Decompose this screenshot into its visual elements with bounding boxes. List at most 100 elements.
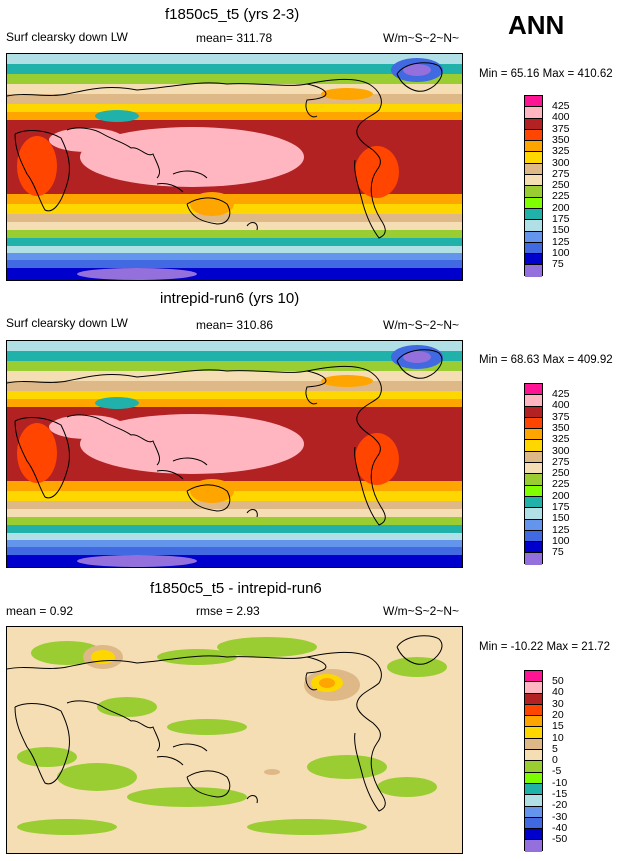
panel-3-colorbar-bin <box>525 840 542 852</box>
colorbar-tick: 225 <box>552 190 570 203</box>
panel-1-colorbar-bin <box>525 265 542 277</box>
colorbar-tick: 350 <box>552 421 570 434</box>
panel-3-rmse-label: rmse = 2.93 <box>196 604 260 618</box>
panel-3-colorbar-bin <box>525 783 542 796</box>
panel-1-colorbar <box>524 95 543 277</box>
panel-2-variable-label: Surf clearsky down LW <box>6 316 128 330</box>
panel-2-colorbar-bin <box>525 440 542 452</box>
panel-1-colorbar-bin <box>525 96 542 108</box>
colorbar-tick: -50 <box>552 833 568 846</box>
panel-3-colorbar-bin <box>525 716 542 728</box>
panel-2-colorbar-bin <box>525 508 542 520</box>
panel-1-colorbar-bin <box>525 129 542 142</box>
panel-3-colorbar <box>524 670 543 852</box>
panel-1-colorbar-bin <box>525 152 542 164</box>
panel-3-title: f1850c5_t5 - intrepid-run6 <box>150 580 322 597</box>
panel-3-colorbar-bin <box>525 829 542 841</box>
panel-1-variable-label: Surf clearsky down LW <box>6 30 128 44</box>
colorbar-tick: 300 <box>552 444 570 457</box>
colorbar-tick: 425 <box>552 100 570 112</box>
colorbar-tick: 200 <box>552 201 570 214</box>
panel-2-colorbar-bin <box>525 429 542 441</box>
panel-3-colorbar-bin <box>525 682 542 694</box>
panel-3-colorbar-bin <box>525 727 542 739</box>
colorbar-tick: 400 <box>552 399 570 412</box>
season-label: ANN <box>508 10 565 40</box>
panel-1-colorbar-bin <box>525 118 542 130</box>
panel-3-colorbar-bin <box>525 772 542 784</box>
panel-2-colorbar-bin <box>525 463 542 475</box>
colorbar-tick: -40 <box>552 821 568 834</box>
colorbar-tick: 150 <box>552 224 570 237</box>
colorbar-tick: -20 <box>552 799 568 812</box>
panel-2-minmax: Min = 68.63 Max = 409.92 <box>479 354 613 366</box>
colorbar-tick: 250 <box>552 179 570 192</box>
colorbar-tick: 10 <box>552 731 564 744</box>
panel-3-mean-label: mean = 0.92 <box>6 604 74 618</box>
panel-1-colorbar-bin <box>525 220 542 232</box>
colorbar-tick: 100 <box>552 534 570 547</box>
colorbar-tick: 350 <box>552 133 570 146</box>
panel-2-field <box>7 341 462 567</box>
panel-1-colorbar-bin <box>525 231 542 243</box>
panel-3-coastlines <box>7 635 443 812</box>
panel-1-colorbar-bin <box>525 197 542 209</box>
colorbar-tick: 325 <box>552 145 570 158</box>
panel-1-colorbar-bin <box>525 242 542 255</box>
colorbar-tick: 30 <box>552 697 564 710</box>
colorbar-tick: 275 <box>552 167 570 180</box>
panel-3-field <box>7 627 462 853</box>
panel-3-colorbar-bin <box>525 761 542 773</box>
panel-1-coastlines <box>7 62 443 239</box>
panel-2-colorbar-bin <box>525 384 542 396</box>
colorbar-tick: 225 <box>552 478 570 491</box>
colorbar-tick: 300 <box>552 156 570 169</box>
panel-1-colorbar-bin <box>525 254 542 266</box>
colorbar-tick: 375 <box>552 122 570 135</box>
panel-2-colorbar-bin <box>525 530 542 543</box>
panel-2-colorbar-bin <box>525 451 542 464</box>
panel-2-colorbar-bin <box>525 474 542 486</box>
colorbar-tick: 125 <box>552 235 570 248</box>
panel-2-colorbar-bin <box>525 519 542 531</box>
panel-1-colorbar-bin <box>525 175 542 187</box>
panel-3-map <box>6 626 463 854</box>
panel-3-colorbar-bin <box>525 704 542 717</box>
colorbar-tick: 200 <box>552 489 570 502</box>
panel-2-colorbar <box>524 383 543 565</box>
colorbar-tick: 250 <box>552 467 570 480</box>
panel-1-mean-label: mean= 311.78 <box>196 31 273 45</box>
colorbar-tick: 150 <box>552 512 570 525</box>
panel-3-colorbar-bin <box>525 738 542 751</box>
panel-2-colorbar-bin <box>525 485 542 497</box>
panel-2-title: intrepid-run6 (yrs 10) <box>160 290 300 307</box>
panel-3-units-label: W/m~S~2~N~ <box>383 604 460 618</box>
colorbar-tick: 40 <box>552 686 564 699</box>
panel-2-colorbar-bin <box>525 406 542 418</box>
panel-1-colorbar-bin <box>525 208 542 221</box>
panel-3-colorbar-bin <box>525 671 542 683</box>
colorbar-tick: 100 <box>552 246 570 259</box>
colorbar-tick: 20 <box>552 708 564 721</box>
colorbar-tick: -5 <box>552 765 562 778</box>
panel-1-field <box>7 54 462 280</box>
panel-2-colorbar-bin <box>525 417 542 430</box>
panel-3-minmax: Min = -10.22 Max = 21.72 <box>479 641 611 653</box>
colorbar-tick: 15 <box>552 720 564 733</box>
panel-1-title: f1850c5_t5 (yrs 2-3) <box>165 6 300 23</box>
panel-3-colorbar-bin <box>525 817 542 830</box>
colorbar-tick: 75 <box>552 546 564 559</box>
panel-3-colorbar-bin <box>525 693 542 705</box>
panel-2-map <box>6 340 463 568</box>
panel-2-colorbar-bin <box>525 553 542 565</box>
panel-2-mean-label: mean= 310.86 <box>196 318 274 332</box>
panel-2-coastlines <box>7 349 443 526</box>
panel-1-colorbar-bin <box>525 163 542 176</box>
colorbar-tick: 400 <box>552 111 570 124</box>
colorbar-tick: -10 <box>552 776 568 789</box>
colorbar-tick: -15 <box>552 788 568 800</box>
panel-2-colorbar-bin <box>525 542 542 554</box>
colorbar-tick: 175 <box>552 213 570 225</box>
colorbar-tick: 125 <box>552 523 570 536</box>
panel-3-colorbar-bin <box>525 795 542 807</box>
